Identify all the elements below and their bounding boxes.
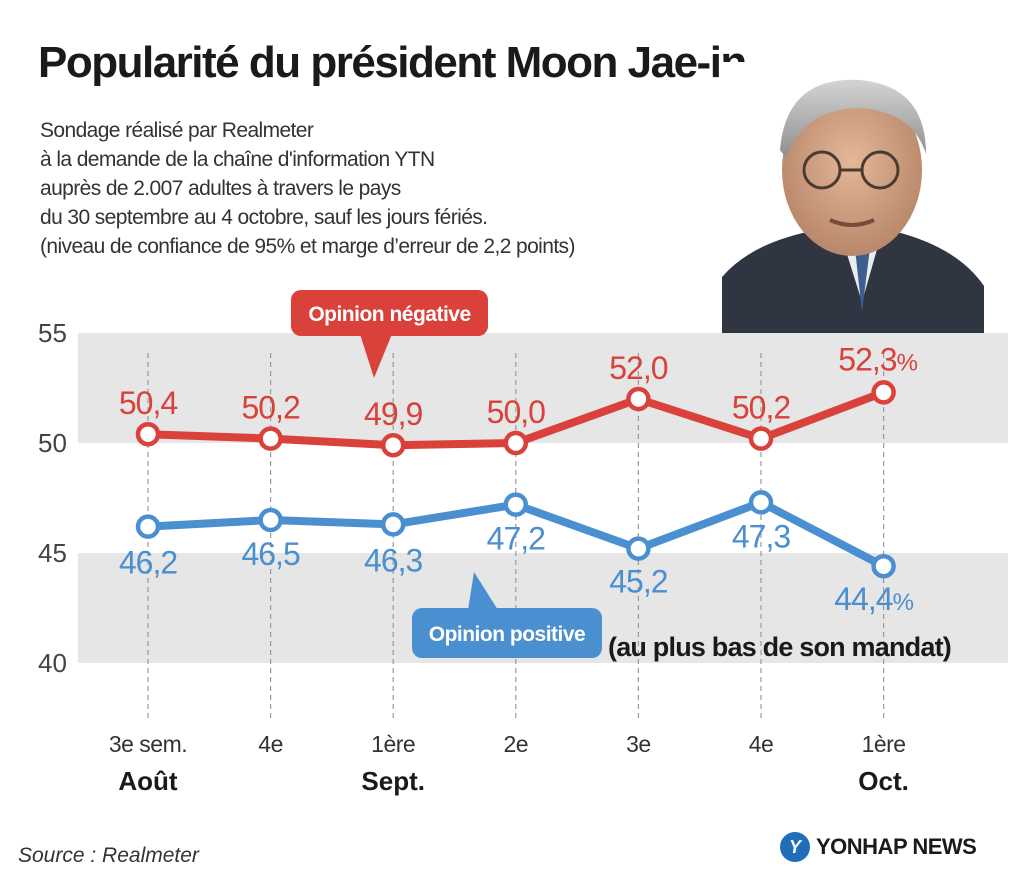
data-label-unit: % (893, 589, 914, 616)
data-point (503, 492, 529, 517)
x-month-label: Sept. (361, 766, 425, 796)
yonhap-logo-icon: Y (780, 832, 810, 862)
data-label: 46,3 (364, 542, 422, 578)
x-tick-label: 1ère (371, 731, 415, 757)
chart-subtitle: Sondage réalisé par Realmeter à la deman… (40, 116, 700, 261)
portrait-image (722, 62, 984, 352)
brand-logo-block: Y YONHAP NEWS (780, 832, 977, 862)
legend-positive-box (412, 608, 602, 658)
data-point (135, 514, 161, 539)
source-note: Source : Realmeter (18, 844, 199, 867)
data-label: 50,2 (241, 390, 299, 426)
data-label: 47,3 (732, 518, 790, 554)
y-tick-label: 50 (38, 428, 67, 458)
data-label: 47,2 (487, 521, 545, 557)
x-month-label: Oct. (858, 766, 909, 796)
data-label: 45,2 (609, 564, 667, 600)
data-point (258, 507, 283, 533)
data-label: 46,2 (119, 545, 177, 581)
y-tick-label: 45 (38, 538, 67, 568)
subtitle-line: Sondage réalisé par Realmeter (40, 119, 314, 142)
data-point (503, 430, 529, 456)
data-label: 52,0 (609, 350, 667, 386)
data-point (135, 421, 161, 447)
x-month-label: Août (118, 766, 178, 796)
data-point (380, 432, 406, 458)
grid-band (78, 333, 1008, 443)
data-point (626, 386, 651, 412)
x-tick-label: 4e (258, 731, 283, 757)
legend-positive-pointer (468, 572, 498, 610)
data-point (871, 380, 896, 405)
legend-positive-label: Opinion positive (429, 623, 586, 646)
legend-negative-label: Opinion négative (308, 303, 470, 326)
x-tick-label: 3e (626, 731, 651, 757)
x-tick-label: 3e sem. (109, 731, 187, 757)
data-label-unit: % (897, 349, 918, 376)
chart-title: Popularité du président Moon Jae-in (38, 38, 747, 87)
brand-name: YONHAP NEWS (816, 834, 977, 859)
legend-negative-box (291, 290, 488, 336)
data-point (258, 426, 283, 451)
data-label: 50,2 (732, 390, 790, 426)
x-tick-label: 2e (504, 731, 529, 757)
data-point (748, 490, 774, 515)
data-label: 50,4 (119, 385, 177, 421)
subtitle-line: à la demande de la chaîne d'information … (40, 148, 435, 171)
y-tick-label: 40 (38, 648, 67, 678)
data-point (871, 553, 896, 579)
data-point (380, 512, 406, 537)
y-tick-label: 55 (38, 318, 67, 348)
data-label: 50,0 (487, 394, 545, 430)
data-label: 49,9 (364, 396, 422, 432)
subtitle-line: (niveau de confiance de 95% et marge d’e… (40, 235, 575, 258)
legend-negative-pointer (360, 334, 392, 378)
annotation-record-low: (au plus bas de son mandat) (608, 632, 951, 662)
subtitle-line: auprès de 2.007 adultes à travers le pay… (40, 177, 401, 200)
x-tick-label: 1ère (862, 731, 906, 757)
data-point (626, 536, 651, 561)
data-label: 46,5 (241, 536, 299, 572)
subtitle-line: du 30 septembre au 4 octobre, sauf les j… (40, 206, 488, 229)
data-point (748, 426, 774, 451)
x-tick-label: 4e (749, 731, 774, 757)
